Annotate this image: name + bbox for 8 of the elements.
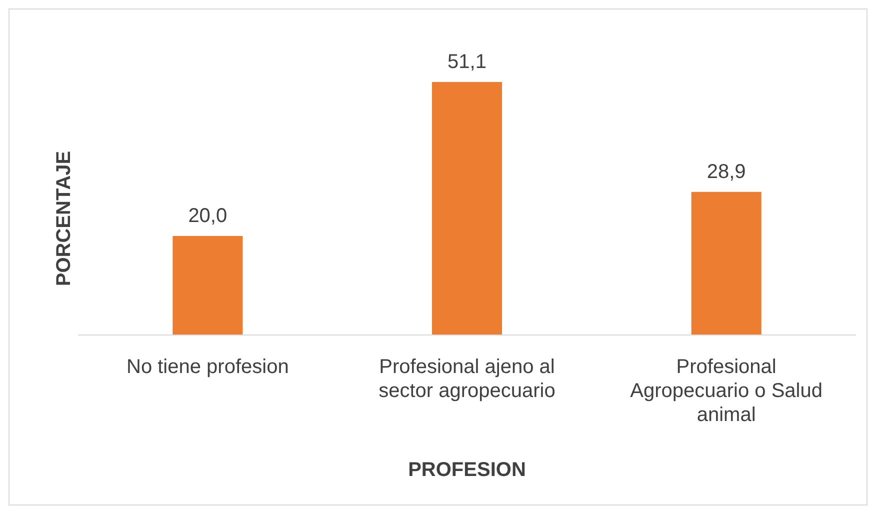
data-label: 28,9: [706, 160, 746, 183]
data-label: 51,1: [448, 51, 486, 73]
y-axis-title: PORCENTAJE: [53, 150, 75, 286]
x-tick-label: Profesional ajeno al sector agropecuario: [378, 356, 556, 402]
data-label: 20,0: [188, 204, 228, 227]
x-axis-title: PROFESION: [408, 459, 526, 481]
x-tick-label: Profesional Agropecuario o Salud animal: [630, 356, 823, 426]
x-tick-label: No tiene profesion: [126, 356, 289, 378]
